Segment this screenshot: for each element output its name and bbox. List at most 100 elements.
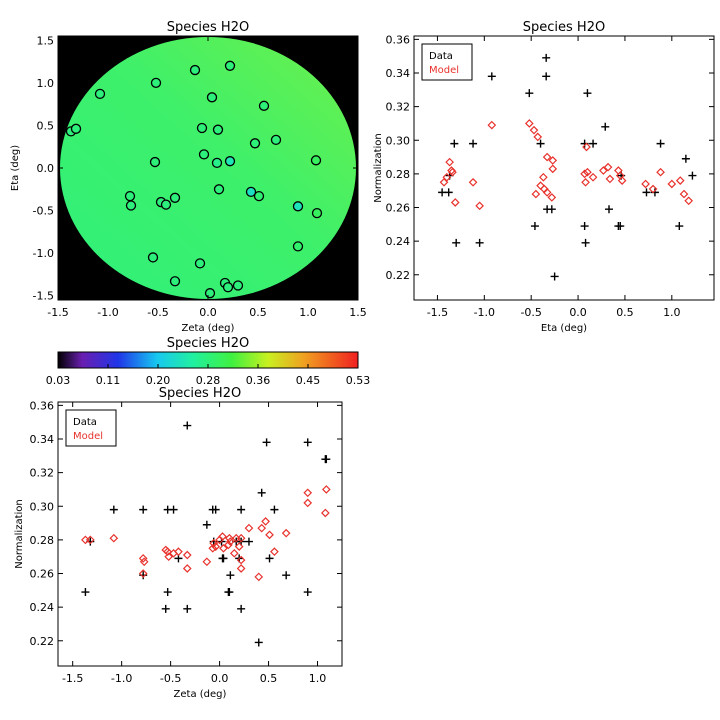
eta-model-point (675, 176, 685, 185)
eta-ytick-label: 0.22 (386, 269, 411, 282)
zeta-model-point (226, 537, 235, 546)
map-point (212, 124, 224, 135)
map-ytick-label: -1.5 (33, 290, 54, 303)
eta-model-point (531, 189, 541, 199)
colorbar-tick-label: 0.36 (246, 374, 271, 387)
zeta-model-point (303, 488, 313, 498)
eta-model-point (533, 132, 543, 142)
map-point (258, 100, 270, 111)
eta-model-point (448, 167, 457, 177)
zeta-x-ticks: -1.5 -1.0 -0.5 0.0 0.5 1.0 (62, 402, 326, 685)
map-point (222, 282, 234, 293)
zeta-model-point (244, 523, 254, 533)
map-points (65, 60, 323, 299)
eta-ytick-label: 0.36 (386, 33, 411, 46)
zeta-ytick-label: 0.28 (30, 534, 55, 547)
map-point (224, 60, 236, 71)
zeta-xtick-label: 0.5 (260, 672, 278, 685)
zeta-model-point (174, 547, 183, 557)
eta-data-point (616, 222, 625, 231)
eta-model-point (582, 142, 591, 152)
eta-data-point (581, 238, 590, 247)
eta-ytick-label: 0.30 (386, 134, 411, 147)
zeta-data-point (202, 520, 211, 529)
zeta-data-point (237, 604, 246, 613)
eta-ytick-label: 0.28 (386, 168, 411, 181)
map-ytick-label: 0.5 (37, 119, 55, 132)
map-panel: Species H2O -1.5 -1.0 -0.5 0.0 0.5 1.0 1.5 -1.… (10, 20, 367, 334)
zeta-model-point (236, 533, 246, 543)
zeta-points (81, 421, 331, 647)
zeta-legend-data: Data (73, 417, 97, 428)
eta-model-point (588, 172, 598, 182)
map-point (270, 134, 282, 146)
eta-xtick-label: 0.0 (569, 306, 587, 319)
zeta-model-point (236, 564, 246, 573)
map-x-ticks: -1.5 -1.0 -0.5 0.0 0.5 1.0 1.5 (47, 36, 367, 319)
eta-model-point (450, 198, 460, 207)
colorbar-tick-label: 0.53 (346, 374, 371, 387)
map-point (245, 186, 257, 197)
eta-xlabel: Eta (deg) (541, 323, 587, 334)
zeta-data-point (219, 554, 228, 563)
map-ytick-label: 0.0 (37, 162, 55, 175)
eta-xtick-label: 1.0 (663, 306, 681, 319)
zeta-xtick-label: 0.0 (211, 672, 229, 685)
map-ylabel: Eta (deg) (10, 145, 21, 191)
colorbar-ticks: 0.03 0.11 0.20 0.28 0.36 0.45 0.53 (46, 364, 371, 387)
eta-model-point (539, 172, 548, 182)
zeta-data-point (270, 505, 279, 514)
eta-data-point (450, 139, 459, 148)
zeta-model-point (229, 548, 239, 558)
map-point (224, 156, 236, 167)
eta-data-point (487, 72, 496, 81)
zeta-model-point (265, 530, 274, 540)
eta-model-point (548, 164, 558, 174)
eta-data-point (536, 139, 545, 148)
map-point (232, 280, 244, 291)
eta-model-point (542, 152, 552, 162)
map-point (292, 201, 304, 212)
zeta-ylabel: Normalization (14, 499, 25, 569)
zeta-data-point (183, 421, 192, 430)
zeta-model-point (138, 554, 148, 563)
zeta-model-point (281, 528, 291, 538)
eta-data-point (681, 154, 690, 163)
map-point (310, 155, 322, 166)
zeta-data-point (254, 638, 263, 647)
zeta-ytick-label: 0.26 (30, 568, 55, 581)
zeta-legend-box (65, 409, 117, 447)
zeta-y-ticks: 0.22 0.24 0.26 0.28 0.30 0.32 0.34 0.36 (30, 399, 342, 648)
eta-model-point (583, 167, 592, 177)
map-xtick-label: 1.5 (349, 306, 367, 319)
eta-data-point (547, 205, 556, 214)
map-point (70, 123, 82, 134)
colorbar-tick-label: 0.03 (46, 374, 71, 387)
zeta-ytick-label: 0.32 (30, 467, 55, 480)
zeta-panel: Species H2O -1.5 -1.0 -0.5 0.0 0.5 1.0 0.220.… (14, 386, 343, 700)
zeta-model-point (321, 508, 330, 518)
zeta-data-point (303, 588, 312, 597)
zeta-data-point (265, 554, 274, 563)
eta-data-point (601, 122, 610, 131)
map-y-ticks: -1.5 -1.0 -0.5 0.0 0.5 1.0 1.5 (33, 34, 358, 303)
zeta-data-point (211, 505, 220, 514)
eta-data-point (452, 238, 461, 247)
map-point (194, 258, 206, 269)
zeta-data-point (262, 438, 271, 447)
map-point (249, 138, 261, 149)
eta-model-point (547, 193, 557, 202)
zeta-model-point (261, 517, 270, 526)
map-point (189, 64, 201, 76)
eta-panel: Species H2O -1.5 -1.0 -0.5 0.0 0.5 1.0 0.220.… (373, 20, 715, 334)
eta-data-point (583, 89, 592, 98)
zeta-data-point (257, 488, 266, 497)
zeta-data-point (169, 505, 178, 514)
eta-x-ticks: -1.5 -1.0 -0.5 0.0 0.5 1.0 (427, 36, 681, 319)
zeta-model-point (257, 523, 267, 533)
map-ytick-label: 1.5 (37, 34, 55, 47)
eta-model-point (442, 172, 452, 182)
eta-data-point (656, 139, 665, 148)
map-point (125, 200, 137, 211)
